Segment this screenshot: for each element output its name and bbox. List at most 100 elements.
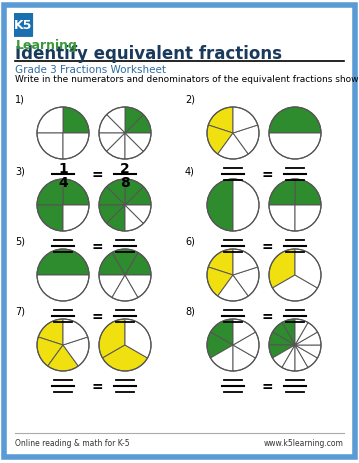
Wedge shape bbox=[125, 134, 151, 152]
Text: Online reading & math for K-5: Online reading & math for K-5 bbox=[15, 438, 130, 448]
Wedge shape bbox=[63, 337, 89, 366]
Wedge shape bbox=[63, 319, 88, 345]
Wedge shape bbox=[269, 250, 295, 288]
Wedge shape bbox=[99, 134, 125, 152]
Wedge shape bbox=[295, 319, 308, 345]
Text: 1): 1) bbox=[15, 95, 25, 105]
Wedge shape bbox=[295, 250, 321, 288]
Wedge shape bbox=[233, 108, 258, 134]
Wedge shape bbox=[63, 180, 89, 206]
Text: =: = bbox=[261, 168, 273, 181]
Wedge shape bbox=[269, 206, 295, 232]
Wedge shape bbox=[272, 345, 295, 368]
Wedge shape bbox=[99, 115, 125, 134]
Wedge shape bbox=[37, 134, 63, 160]
Wedge shape bbox=[125, 180, 143, 206]
Wedge shape bbox=[282, 345, 295, 371]
Text: Learning: Learning bbox=[16, 38, 78, 52]
Text: 4: 4 bbox=[58, 175, 68, 189]
Wedge shape bbox=[269, 134, 321, 160]
Wedge shape bbox=[63, 108, 89, 134]
Wedge shape bbox=[207, 332, 233, 358]
Wedge shape bbox=[125, 206, 143, 232]
Wedge shape bbox=[218, 275, 248, 301]
Text: 7): 7) bbox=[15, 307, 25, 316]
Wedge shape bbox=[233, 332, 259, 358]
Wedge shape bbox=[269, 180, 295, 206]
Text: =: = bbox=[261, 309, 273, 323]
Wedge shape bbox=[269, 108, 321, 134]
Text: =: = bbox=[91, 379, 103, 393]
Text: Grade 3 Fractions Worksheet: Grade 3 Fractions Worksheet bbox=[15, 65, 166, 75]
FancyBboxPatch shape bbox=[4, 6, 355, 457]
Wedge shape bbox=[295, 180, 321, 206]
Wedge shape bbox=[295, 323, 317, 345]
Text: =: = bbox=[261, 239, 273, 253]
Wedge shape bbox=[107, 108, 125, 134]
Wedge shape bbox=[112, 275, 138, 301]
Wedge shape bbox=[125, 108, 143, 134]
Wedge shape bbox=[37, 108, 63, 134]
Wedge shape bbox=[210, 319, 233, 345]
Text: =: = bbox=[91, 168, 103, 181]
Text: 2: 2 bbox=[120, 162, 130, 175]
Text: K5: K5 bbox=[14, 19, 33, 32]
Wedge shape bbox=[125, 319, 151, 358]
Wedge shape bbox=[125, 115, 151, 134]
Wedge shape bbox=[102, 345, 148, 371]
Wedge shape bbox=[37, 337, 63, 366]
Wedge shape bbox=[295, 206, 321, 232]
Text: 4): 4) bbox=[185, 167, 195, 176]
Wedge shape bbox=[295, 345, 321, 358]
Wedge shape bbox=[63, 206, 89, 232]
Wedge shape bbox=[37, 180, 63, 206]
Wedge shape bbox=[233, 345, 256, 371]
Wedge shape bbox=[99, 253, 125, 275]
Wedge shape bbox=[233, 180, 259, 232]
Wedge shape bbox=[125, 253, 151, 275]
Wedge shape bbox=[99, 187, 125, 206]
Wedge shape bbox=[272, 275, 317, 301]
Wedge shape bbox=[99, 319, 125, 358]
Wedge shape bbox=[107, 206, 125, 232]
Wedge shape bbox=[207, 125, 233, 155]
Wedge shape bbox=[63, 134, 89, 160]
Text: Identify equivalent fractions: Identify equivalent fractions bbox=[15, 45, 282, 63]
Wedge shape bbox=[207, 268, 233, 296]
Wedge shape bbox=[233, 319, 256, 345]
Wedge shape bbox=[207, 180, 233, 232]
Wedge shape bbox=[210, 345, 233, 371]
Text: 5): 5) bbox=[15, 237, 25, 246]
Wedge shape bbox=[38, 319, 63, 345]
Wedge shape bbox=[48, 345, 78, 371]
Text: =: = bbox=[91, 309, 103, 323]
Wedge shape bbox=[125, 134, 143, 160]
Wedge shape bbox=[295, 332, 321, 345]
Wedge shape bbox=[37, 206, 63, 232]
Wedge shape bbox=[208, 108, 233, 134]
Wedge shape bbox=[208, 250, 233, 275]
Wedge shape bbox=[37, 250, 89, 275]
Wedge shape bbox=[295, 345, 317, 368]
Wedge shape bbox=[272, 323, 295, 345]
Wedge shape bbox=[107, 180, 125, 206]
Wedge shape bbox=[233, 125, 259, 155]
Text: Write in the numerators and denominators of the equivalent fractions shown.: Write in the numerators and denominators… bbox=[15, 75, 359, 84]
Text: =: = bbox=[261, 379, 273, 393]
Wedge shape bbox=[269, 332, 295, 345]
Text: 1: 1 bbox=[58, 162, 68, 175]
Wedge shape bbox=[233, 268, 259, 296]
Wedge shape bbox=[107, 134, 125, 160]
FancyBboxPatch shape bbox=[14, 13, 33, 38]
Wedge shape bbox=[269, 345, 295, 358]
Wedge shape bbox=[125, 206, 151, 224]
Text: www.k5learning.com: www.k5learning.com bbox=[264, 438, 344, 448]
Text: 6): 6) bbox=[185, 237, 195, 246]
Wedge shape bbox=[282, 319, 295, 345]
Text: 8: 8 bbox=[120, 175, 130, 189]
Wedge shape bbox=[99, 206, 125, 224]
Wedge shape bbox=[112, 250, 138, 275]
Text: 2): 2) bbox=[185, 95, 195, 105]
Wedge shape bbox=[99, 275, 125, 298]
Wedge shape bbox=[233, 250, 258, 275]
